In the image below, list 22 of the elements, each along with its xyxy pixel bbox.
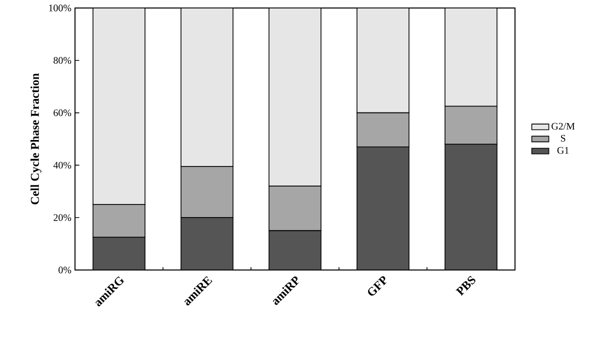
legend-label: G2/M [552, 122, 575, 130]
bar [444, 8, 498, 107]
y-tick-label: 80% [54, 57, 72, 64]
y-tick-label: 0% [58, 266, 72, 274]
bar [268, 8, 322, 187]
bar [356, 146, 410, 270]
bar [180, 8, 234, 167]
y-tick-label: 40% [53, 162, 72, 169]
x-tick-label: GFP [368, 276, 387, 296]
legend-label: G1 [557, 147, 569, 154]
legend-label: S [560, 134, 566, 142]
x-tick-label: PBS [456, 276, 476, 296]
bar [180, 217, 234, 270]
bar [268, 230, 322, 270]
y-tick-label: 60% [54, 109, 72, 116]
bar [356, 8, 410, 114]
y-tick-label: 20% [54, 214, 72, 221]
bar [444, 144, 498, 270]
y-tick-label: 100% [49, 4, 72, 12]
bar [92, 8, 146, 205]
bar [92, 236, 146, 270]
y-axis-title: Cell Cycle Phase Fraction [30, 73, 42, 204]
